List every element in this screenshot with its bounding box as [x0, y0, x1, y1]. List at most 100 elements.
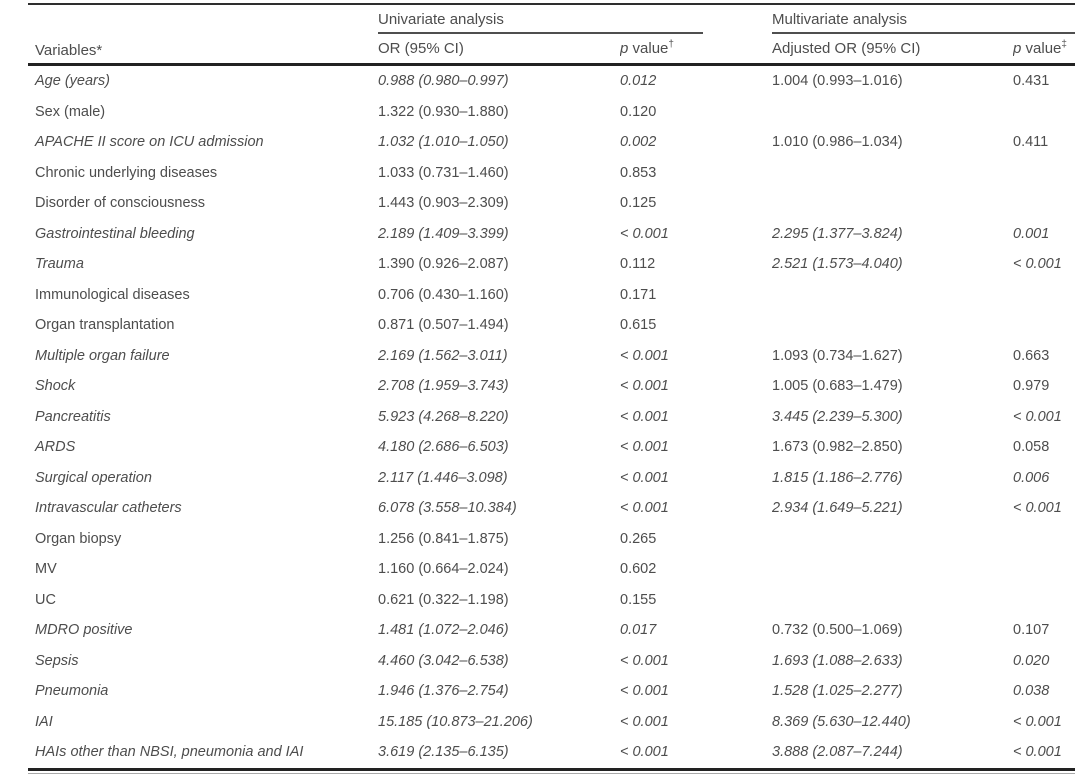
univariate-p-cell: 0.120: [620, 103, 657, 120]
table-row: Surgical operation 2.117 (1.446–3.098) < 0…: [28, 463, 1075, 494]
variable-cell: Surgical operation: [35, 469, 152, 486]
multivariate-p-cell: [1013, 280, 1075, 311]
multivariate-p-cell: [1013, 188, 1075, 219]
multivariate-p-cell: 0.038: [1013, 683, 1050, 700]
table-row: Chronic underlying diseases 1.033 (0.731–…: [28, 158, 1075, 189]
variable-cell: Multiple organ failure: [35, 347, 170, 364]
adjusted-or-cell: [772, 280, 1013, 311]
multivariate-p-cell: 0.001: [1013, 225, 1050, 242]
adjusted-or-column-header: Adjusted OR (95% CI): [772, 40, 921, 57]
multivariate-p-cell: [1013, 310, 1075, 341]
analysis-table: Variables* Univariate analysis Multivari…: [28, 3, 1075, 771]
variable-cell: UC: [35, 591, 56, 608]
univariate-p-cell: 0.602: [620, 561, 657, 578]
group-header-row: Variables* Univariate analysis Multivari…: [28, 5, 1075, 59]
variables-header-label: Variables*: [35, 42, 103, 59]
univariate-p-cell: < 0.001: [620, 713, 669, 730]
table-row: Pneumonia 1.946 (1.376–2.754) < 0.001 1.528…: [28, 676, 1075, 707]
univariate-p-cell: 0.017: [620, 622, 657, 639]
table-row: Intravascular catheters 6.078 (3.558–10.3…: [28, 493, 1075, 524]
variable-cell: Immunological diseases: [35, 286, 190, 303]
variable-cell: IAI: [35, 713, 53, 730]
multivariate-p-cell: < 0.001: [1013, 713, 1062, 730]
table-row: MDRO positive 1.481 (1.072–2.046) 0.017 0.7…: [28, 615, 1075, 646]
variable-cell: Age (years): [35, 73, 110, 90]
variable-cell: APACHE II score on ICU admission: [35, 134, 264, 151]
multivariate-p-cell: 0.058: [1013, 439, 1050, 456]
univariate-p-cell: < 0.001: [620, 439, 669, 456]
variable-cell: MV: [35, 561, 57, 578]
adjusted-or-cell: [772, 97, 1013, 128]
variable-cell: HAIs other than NBSI, pneumonia and IAI: [35, 744, 304, 761]
or-cell: 4.460 (3.042–6.538): [378, 652, 509, 669]
univariate-p-cell: 0.125: [620, 195, 657, 212]
adjusted-or-cell: [772, 310, 1013, 341]
multivariate-p-cell: < 0.001: [1013, 256, 1062, 273]
adjusted-or-cell: 1.093 (0.734–1.627): [772, 347, 903, 364]
multivariate-p-cell: < 0.001: [1013, 500, 1062, 517]
multivariate-p-cell: [1013, 524, 1075, 555]
multivariate-p-cell: [1013, 554, 1075, 585]
adjusted-or-cell: 8.369 (5.630–12.440): [772, 713, 911, 730]
or-cell: 0.621 (0.322–1.198): [378, 591, 509, 608]
or-cell: 2.708 (1.959–3.743): [378, 378, 509, 395]
multivariate-p-cell: 0.431: [1013, 73, 1050, 90]
table-row: Gastrointestinal bleeding 2.189 (1.409–3.…: [28, 219, 1075, 250]
univariate-group-header: Univariate analysis: [378, 5, 772, 34]
multivariate-group-label: Multivariate analysis: [772, 11, 908, 28]
or-cell: 0.706 (0.430–1.160): [378, 286, 509, 303]
variable-cell: Pancreatitis: [35, 408, 111, 425]
adjusted-or-cell: [772, 554, 1013, 585]
univariate-p-cell: 0.265: [620, 530, 657, 547]
univariate-p-cell: < 0.001: [620, 469, 669, 486]
or-cell: 2.169 (1.562–3.011): [378, 347, 508, 364]
multivariate-p-cell: 0.979: [1013, 378, 1050, 395]
adjusted-or-cell: 1.005 (0.683–1.479): [772, 378, 903, 395]
table-row: Age (years) 0.988 (0.980–0.997) 0.012 1.004…: [28, 65, 1075, 97]
univariate-p-cell: 0.853: [620, 164, 657, 181]
adjusted-or-cell: 2.295 (1.377–3.824): [772, 225, 903, 242]
multivariate-p-cell: 0.020: [1013, 652, 1050, 669]
variable-cell: Pneumonia: [35, 683, 109, 700]
multivariate-p-cell: 0.411: [1013, 134, 1049, 151]
univariate-p-cell: < 0.001: [620, 500, 669, 517]
variable-cell: Organ transplantation: [35, 317, 175, 334]
table-row: Pancreatitis 5.923 (4.268–8.220) < 0.001 3.…: [28, 402, 1075, 433]
or-cell: 3.619 (2.135–6.135): [378, 744, 509, 761]
multivariate-p-cell: 0.006: [1013, 469, 1050, 486]
variable-cell: Organ biopsy: [35, 530, 122, 547]
adjusted-or-cell: 0.732 (0.500–1.069): [772, 622, 903, 639]
univariate-multivariate-table: Variables* Univariate analysis Multivari…: [28, 5, 1075, 771]
multivariate-p-cell: [1013, 97, 1075, 128]
univariate-p-cell: < 0.001: [620, 408, 669, 425]
table-row: IAI 15.185 (10.873–21.206) < 0.001 8.369 (5…: [28, 707, 1075, 738]
variable-cell: Sepsis: [35, 652, 79, 669]
table-row: Disorder of consciousness 1.443 (0.903–2.…: [28, 188, 1075, 219]
variable-cell: Trauma: [35, 256, 84, 273]
or-cell: 1.443 (0.903–2.309): [378, 195, 509, 212]
table-body: Age (years) 0.988 (0.980–0.997) 0.012 1.004…: [28, 65, 1075, 769]
variable-cell: Sex (male): [35, 103, 106, 120]
adjusted-or-cell: 1.815 (1.186–2.776): [772, 469, 903, 486]
or-cell: 0.871 (0.507–1.494): [378, 317, 509, 334]
variable-cell: Chronic underlying diseases: [35, 164, 218, 181]
univariate-p-cell: 0.155: [620, 591, 657, 608]
variable-cell: Intravascular catheters: [35, 500, 182, 517]
adjusted-or-cell: 3.888 (2.087–7.244): [772, 744, 903, 761]
table-row: Trauma 1.390 (0.926–2.087) 0.112 2.521 (1.5…: [28, 249, 1075, 280]
univariate-p-cell: 0.615: [620, 317, 657, 334]
or-cell: 1.032 (1.010–1.050): [378, 134, 509, 151]
or-cell: 0.988 (0.980–0.997): [378, 73, 509, 90]
univariate-p-cell: 0.112: [620, 256, 656, 273]
variable-cell: Shock: [35, 378, 76, 395]
or-cell: 1.390 (0.926–2.087): [378, 256, 509, 273]
multivariate-p-cell: [1013, 158, 1075, 189]
bottom-rule: [28, 773, 1075, 774]
variable-cell: ARDS: [35, 439, 76, 456]
multivariate-p-cell: < 0.001: [1013, 408, 1062, 425]
multivariate-p-cell: < 0.001: [1013, 744, 1062, 761]
or-cell: 1.481 (1.072–2.046): [378, 622, 509, 639]
table-row: UC 0.621 (0.322–1.198) 0.155: [28, 585, 1075, 616]
or-cell: 4.180 (2.686–6.503): [378, 439, 509, 456]
univariate-p-cell: < 0.001: [620, 378, 669, 395]
